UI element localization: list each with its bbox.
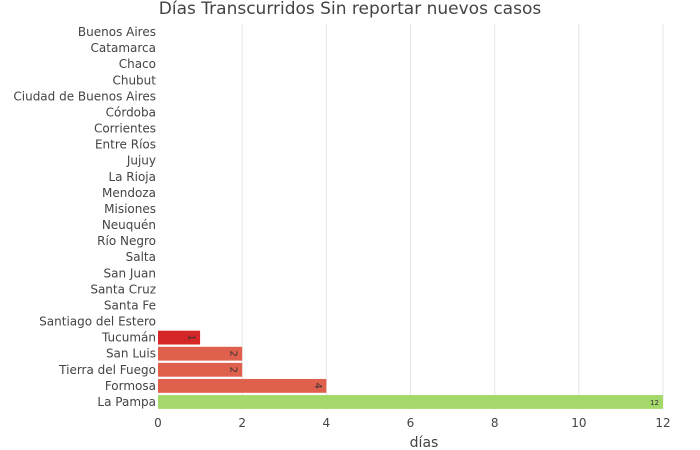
category-label: Catamarca: [91, 41, 156, 55]
category-label: Neuquén: [102, 218, 156, 232]
data-label: 4: [312, 383, 323, 389]
category-label: Santa Fe: [104, 298, 156, 312]
grid-lines: [241, 24, 664, 410]
x-tick-label: 4: [323, 416, 331, 430]
x-tick-label: 10: [571, 416, 586, 430]
category-label: Buenos Aires: [78, 25, 156, 39]
category-label: San Luis: [106, 347, 156, 361]
category-label: Santiago del Estero: [39, 315, 156, 329]
category-label: Santa Cruz: [90, 282, 156, 296]
data-label: 2: [228, 351, 239, 357]
category-label: Chubut: [112, 73, 156, 87]
bar[interactable]: [158, 378, 327, 393]
data-label: 2: [228, 367, 239, 373]
category-label: Jujuy: [126, 154, 156, 168]
x-tick-label: 2: [238, 416, 246, 430]
category-label: Entre Ríos: [95, 138, 156, 152]
x-tick-label: 0: [154, 416, 162, 430]
category-label: Ciudad de Buenos Aires: [13, 89, 156, 103]
category-label: La Rioja: [108, 170, 156, 184]
x-tick-label: 12: [655, 416, 670, 430]
category-label: San Juan: [104, 266, 157, 280]
category-label: Misiones: [104, 202, 156, 216]
bar[interactable]: [158, 346, 243, 361]
x-tick-label: 8: [491, 416, 499, 430]
data-label: 1: [186, 334, 197, 340]
category-label: Río Negro: [97, 234, 156, 248]
category-label: Tucumán: [101, 331, 156, 345]
category-label: Chaco: [119, 57, 156, 71]
category-label: Salta: [126, 250, 156, 264]
data-label: 12: [650, 399, 659, 407]
category-labels: Buenos Aires Catamarca Chaco Chubut Ciudad d…: [13, 25, 156, 409]
bar[interactable]: [158, 362, 243, 377]
category-label: Mendoza: [102, 186, 156, 200]
category-label: Formosa: [105, 379, 156, 393]
bar[interactable]: [158, 330, 201, 345]
category-label: Corrientes: [94, 122, 156, 136]
category-label: La Pampa: [97, 395, 156, 409]
x-axis-title: días: [410, 435, 439, 450]
category-label: Córdoba: [106, 105, 156, 119]
x-tick-label: 6: [407, 416, 415, 430]
chart-title: Días Transcurridos Sin reportar nuevos c…: [159, 0, 542, 19]
category-label: Tierra del Fuego: [58, 363, 156, 377]
bar[interactable]: [158, 395, 663, 409]
x-tick-labels: 0 2 4 6 8 10 12: [154, 416, 670, 430]
